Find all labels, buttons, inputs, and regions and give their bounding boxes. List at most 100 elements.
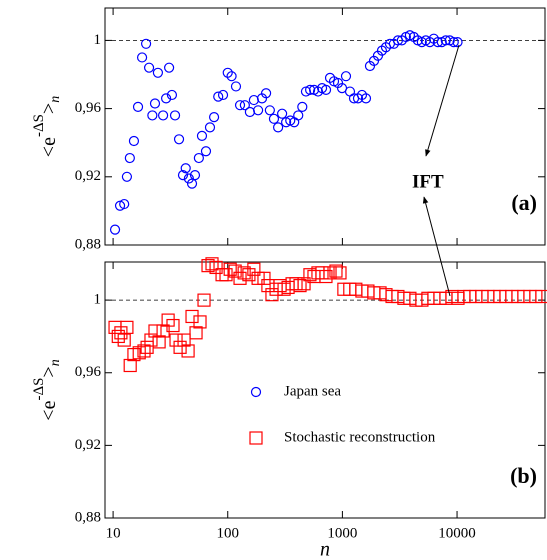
point bbox=[147, 110, 158, 121]
point bbox=[289, 277, 303, 291]
point bbox=[164, 62, 175, 73]
point bbox=[137, 344, 151, 358]
point bbox=[200, 146, 212, 157]
point bbox=[173, 340, 187, 354]
point bbox=[177, 333, 191, 347]
point bbox=[226, 71, 237, 82]
point bbox=[157, 110, 169, 121]
point bbox=[293, 110, 304, 121]
point bbox=[244, 106, 255, 118]
panel-label: (b) bbox=[510, 463, 537, 488]
point bbox=[180, 163, 191, 174]
point bbox=[196, 130, 208, 141]
point bbox=[315, 266, 329, 280]
point bbox=[140, 38, 152, 49]
legend-marker bbox=[250, 386, 262, 398]
annotation-arrow bbox=[425, 44, 460, 157]
y-tick-label: 1 bbox=[94, 292, 102, 308]
point bbox=[136, 52, 148, 63]
y-label-close: > bbox=[38, 366, 60, 377]
point bbox=[440, 35, 451, 46]
y-tick-label: 0,88 bbox=[75, 509, 101, 525]
point bbox=[239, 100, 250, 111]
x-tick-label: 10000 bbox=[438, 525, 476, 541]
x-axis-label: n bbox=[320, 539, 330, 560]
point bbox=[152, 67, 164, 78]
point bbox=[344, 86, 356, 97]
point bbox=[149, 98, 161, 109]
y-tick-label: 0,92 bbox=[75, 437, 101, 453]
point bbox=[222, 67, 233, 78]
y-label-sub: n bbox=[48, 96, 63, 103]
panel-label: (a) bbox=[511, 190, 537, 215]
point bbox=[123, 358, 137, 373]
plot-frame bbox=[104, 261, 546, 519]
legend-label: Japan sea bbox=[284, 383, 341, 399]
point bbox=[169, 110, 181, 121]
point bbox=[197, 293, 211, 307]
point bbox=[234, 100, 246, 111]
point bbox=[189, 326, 203, 340]
y-tick-label: 0,88 bbox=[75, 236, 101, 252]
y-tick-label: 1 bbox=[94, 32, 102, 48]
point bbox=[143, 62, 155, 73]
point bbox=[177, 169, 189, 181]
point bbox=[217, 89, 229, 101]
point bbox=[127, 347, 141, 362]
point bbox=[119, 198, 130, 210]
point bbox=[260, 88, 272, 99]
point bbox=[161, 93, 172, 104]
y-label-close: > bbox=[38, 103, 60, 114]
point bbox=[205, 257, 219, 271]
point bbox=[121, 171, 133, 182]
point bbox=[253, 105, 264, 116]
point bbox=[273, 122, 284, 133]
point bbox=[144, 333, 158, 347]
y-tick-label: 0,92 bbox=[75, 168, 101, 184]
y-label-base: <e bbox=[38, 137, 60, 157]
annotation-arrow bbox=[422, 196, 451, 297]
point bbox=[230, 81, 242, 92]
point bbox=[360, 93, 372, 104]
y-label-sub: n bbox=[48, 359, 63, 366]
point bbox=[193, 315, 207, 329]
x-tick-label: 10 bbox=[106, 525, 121, 541]
point bbox=[117, 333, 131, 347]
y-tick-label: 0,96 bbox=[75, 364, 102, 380]
point bbox=[228, 264, 242, 278]
legend-label: Stochastic reconstruction bbox=[284, 429, 436, 445]
point bbox=[186, 178, 198, 189]
point bbox=[189, 169, 201, 181]
point bbox=[257, 271, 271, 285]
point bbox=[247, 262, 261, 276]
point bbox=[120, 320, 134, 334]
legend-marker bbox=[249, 431, 263, 445]
x-tick-label: 1000 bbox=[327, 525, 357, 541]
plot-frame bbox=[104, 7, 546, 246]
point bbox=[132, 101, 144, 112]
y-axis-label: <e-ΔS>n bbox=[31, 96, 63, 157]
point bbox=[297, 101, 308, 112]
point bbox=[124, 152, 135, 164]
point bbox=[166, 89, 178, 101]
point bbox=[432, 37, 443, 48]
point bbox=[223, 262, 237, 276]
point bbox=[264, 105, 275, 116]
y-axis-label: <e-ΔS>n bbox=[31, 359, 63, 420]
point bbox=[293, 279, 307, 293]
point bbox=[237, 266, 251, 280]
point bbox=[148, 324, 162, 338]
annotation: IFT bbox=[412, 171, 444, 192]
point bbox=[204, 122, 216, 133]
y-tick-label: 0,96 bbox=[75, 100, 102, 116]
point bbox=[333, 266, 347, 280]
point bbox=[166, 318, 180, 333]
point bbox=[452, 37, 463, 48]
point bbox=[208, 112, 220, 123]
point bbox=[181, 344, 195, 358]
point bbox=[320, 84, 332, 95]
point bbox=[213, 91, 224, 102]
point bbox=[109, 224, 121, 235]
point bbox=[248, 94, 259, 106]
